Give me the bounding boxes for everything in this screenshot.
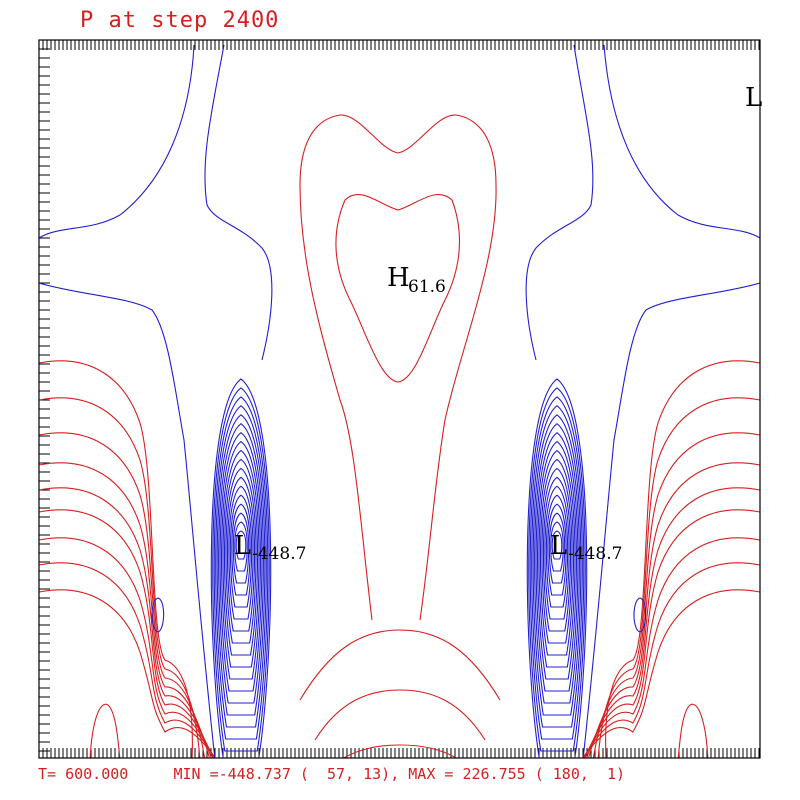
- plot-frame: [38, 39, 761, 759]
- low-contour-line: [216, 414, 266, 716]
- high-contour-line: [39, 397, 201, 758]
- low-contour-line: [547, 503, 567, 596]
- high-contour-line: [583, 537, 760, 758]
- high-contour-line: [592, 432, 760, 758]
- low-contour-line: [229, 494, 253, 608]
- low-contour-line: [215, 405, 267, 728]
- low-contour-line: [225, 467, 257, 644]
- frame-ticks: [38, 39, 760, 758]
- high-contour-line: [588, 462, 760, 758]
- negative-contours: [39, 44, 760, 758]
- low-contour-line: [525, 44, 594, 361]
- high-contour-line: [299, 629, 501, 701]
- low-contour-line: [220, 440, 262, 680]
- low-contour-line: [538, 449, 576, 668]
- low-label-letter-edge: L: [745, 83, 762, 113]
- minmax-label: MIN =-448.737 ( 57, 13), MAX = 226.755 (…: [173, 765, 626, 783]
- low-contour-line: [235, 530, 247, 560]
- low-contour-line: [234, 521, 248, 572]
- plot-title: P at step 2400: [80, 8, 280, 33]
- low-contour-line: [204, 44, 273, 361]
- high-contour-line: [597, 397, 760, 758]
- low-contour-line: [582, 282, 760, 758]
- low-contour-line: [213, 396, 269, 740]
- high-contour-line: [39, 462, 210, 758]
- high-contour-line: [39, 589, 217, 758]
- high-contour-line: [584, 509, 760, 758]
- low-contour-line: [39, 44, 195, 239]
- high-contour-line: [39, 562, 216, 758]
- low-contour-line: [219, 431, 263, 692]
- low-contour-line: [151, 597, 165, 633]
- footer-stats: T= 600.000 MIN =-448.737 ( 57, 13), MAX …: [38, 765, 625, 783]
- low-contour-line: [222, 449, 260, 668]
- low-contour-line: [603, 44, 760, 239]
- low-contour-line: [633, 597, 647, 633]
- low-contour-line: [534, 423, 580, 704]
- low-contour-line: [541, 467, 573, 644]
- high-contour-line: [605, 360, 760, 758]
- low-contour-line: [210, 378, 272, 758]
- low-contour-line: [528, 387, 586, 752]
- time-label: T= 600.000: [38, 765, 129, 783]
- high-contour-line: [582, 562, 760, 758]
- low-contour-line: [212, 387, 270, 752]
- high-label-letter: H: [387, 263, 410, 293]
- high-contour-line: [677, 703, 709, 758]
- high-contour-line: [299, 114, 497, 621]
- low-contour-line: [39, 282, 216, 758]
- low-contour-line: [529, 396, 585, 740]
- low-contour-line: [545, 494, 569, 608]
- low-contour-line: [231, 503, 251, 596]
- low-label-letter-left: L: [234, 531, 251, 561]
- low-contour-line: [228, 485, 254, 620]
- low-contour-line: [218, 423, 264, 704]
- high-contour-line: [39, 432, 206, 758]
- high-label-value: 61.6: [408, 277, 446, 297]
- high-contour-line: [581, 589, 760, 758]
- low-contour-line: [535, 431, 579, 692]
- high-contour-line: [335, 194, 460, 383]
- low-contour-line: [526, 378, 588, 758]
- low-contour-line: [232, 512, 250, 584]
- low-contour-line: [531, 405, 583, 728]
- high-contour-line: [314, 689, 486, 741]
- high-contour-line: [342, 744, 458, 758]
- low-label-letter-right: L: [550, 531, 567, 561]
- high-contour-line: [39, 360, 193, 758]
- positive-contours: [39, 114, 760, 758]
- low-contour-line: [551, 530, 563, 560]
- low-contour-line: [550, 521, 564, 572]
- low-label-value-left: -448.7: [252, 544, 306, 564]
- low-contour-line: [532, 414, 582, 716]
- high-contour-line: [89, 703, 121, 758]
- low-contour-line: [226, 476, 256, 632]
- high-contour-line: [586, 487, 760, 758]
- low-contour-line: [223, 458, 259, 656]
- low-contour-line: [539, 458, 575, 656]
- high-contour-line: [299, 184, 373, 621]
- high-contour-line: [39, 537, 215, 758]
- low-contour-line: [542, 476, 572, 632]
- high-contour-line: [39, 509, 214, 758]
- low-contour-line: [544, 485, 570, 620]
- low-label-value-right: -448.7: [568, 544, 622, 564]
- high-contour-line: [39, 487, 212, 758]
- low-contour-line: [548, 512, 566, 584]
- low-contour-line: [536, 440, 578, 680]
